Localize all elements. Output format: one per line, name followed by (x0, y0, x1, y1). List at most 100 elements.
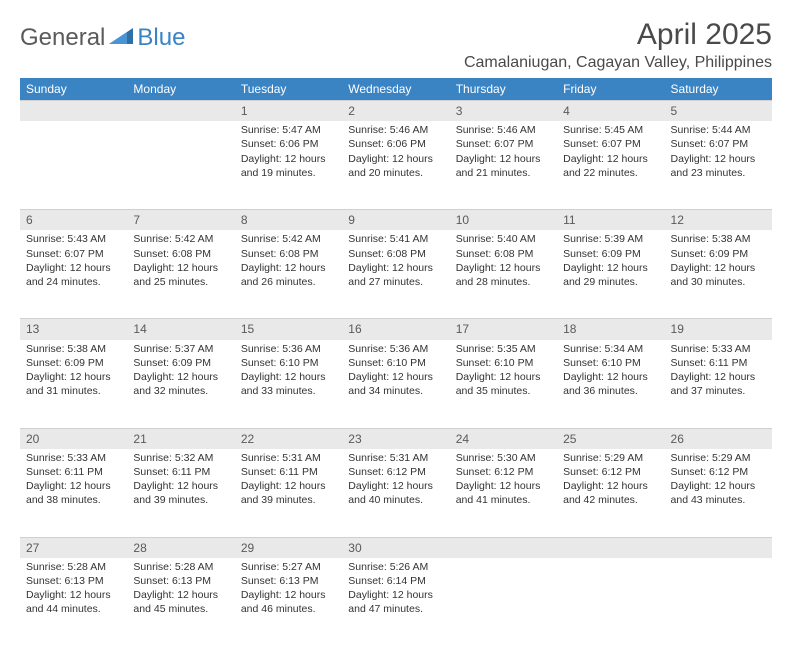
day-number: 20 (20, 429, 127, 449)
day-body: Sunrise: 5:42 AMSunset: 6:08 PMDaylight:… (235, 230, 342, 295)
day-number-row: 27282930... (20, 537, 772, 558)
day-number: 26 (665, 429, 772, 449)
day-number: 13 (20, 319, 127, 339)
day-body: Sunrise: 5:42 AMSunset: 6:08 PMDaylight:… (127, 230, 234, 295)
day-number: 6 (20, 210, 127, 230)
day-cell: Sunrise: 5:35 AMSunset: 6:10 PMDaylight:… (450, 340, 557, 428)
location: Camalaniugan, Cagayan Valley, Philippine… (464, 54, 772, 72)
weekday-header: Tuesday (235, 78, 342, 100)
day-body: Sunrise: 5:28 AMSunset: 6:13 PMDaylight:… (127, 558, 234, 623)
sunrise-line: Sunrise: 5:30 AM (456, 451, 551, 465)
daylight-line: Daylight: 12 hours and 33 minutes. (241, 370, 336, 398)
sunset-line: Sunset: 6:09 PM (133, 356, 228, 370)
sunrise-line: Sunrise: 5:26 AM (348, 560, 443, 574)
sunset-line: Sunset: 6:10 PM (456, 356, 551, 370)
daylight-line: Daylight: 12 hours and 46 minutes. (241, 588, 336, 616)
sunrise-line: Sunrise: 5:29 AM (671, 451, 766, 465)
sunset-line: Sunset: 6:07 PM (456, 137, 551, 151)
day-cell: Sunrise: 5:28 AMSunset: 6:13 PMDaylight:… (20, 558, 127, 646)
day-number: 22 (235, 429, 342, 449)
sunset-line: Sunset: 6:07 PM (671, 137, 766, 151)
day-cell: Sunrise: 5:28 AMSunset: 6:13 PMDaylight:… (127, 558, 234, 646)
sunset-line: Sunset: 6:06 PM (241, 137, 336, 151)
day-cell: Sunrise: 5:42 AMSunset: 6:08 PMDaylight:… (235, 230, 342, 318)
day-cell (127, 121, 234, 209)
day-body (665, 558, 772, 566)
day-number: 12 (665, 210, 772, 230)
sunrise-line: Sunrise: 5:39 AM (563, 232, 658, 246)
daylight-line: Daylight: 12 hours and 30 minutes. (671, 261, 766, 289)
daylight-line: Daylight: 12 hours and 47 minutes. (348, 588, 443, 616)
daylight-line: Daylight: 12 hours and 21 minutes. (456, 152, 551, 180)
day-body: Sunrise: 5:27 AMSunset: 6:13 PMDaylight:… (235, 558, 342, 623)
week-body-row: Sunrise: 5:47 AMSunset: 6:06 PMDaylight:… (20, 121, 772, 209)
daylight-line: Daylight: 12 hours and 19 minutes. (241, 152, 336, 180)
day-body: Sunrise: 5:44 AMSunset: 6:07 PMDaylight:… (665, 121, 772, 186)
day-cell: Sunrise: 5:26 AMSunset: 6:14 PMDaylight:… (342, 558, 449, 646)
weeks-container: ..12345Sunrise: 5:47 AMSunset: 6:06 PMDa… (20, 100, 772, 646)
day-number: 1 (235, 101, 342, 121)
day-number: 24 (450, 429, 557, 449)
sunset-line: Sunset: 6:14 PM (348, 574, 443, 588)
week-body-row: Sunrise: 5:38 AM Sunset: 6:09 PM Daylight:… (20, 340, 772, 428)
daylight-line: Daylight: 12 hours and 27 minutes. (348, 261, 443, 289)
day-number: 28 (127, 538, 234, 558)
sunrise-line: Sunrise: 5:31 AM (241, 451, 336, 465)
day-number: 2 (342, 101, 449, 121)
sunrise-line: Sunrise: 5:29 AM (563, 451, 658, 465)
day-cell: Sunrise: 5:41 AMSunset: 6:08 PMDaylight:… (342, 230, 449, 318)
day-number: 23 (342, 429, 449, 449)
day-body: Sunrise: 5:28 AMSunset: 6:13 PMDaylight:… (20, 558, 127, 623)
day-cell: Sunrise: 5:32 AMSunset: 6:11 PMDaylight:… (127, 449, 234, 537)
sunrise-line: Sunrise: 5:28 AM (133, 560, 228, 574)
sunset-line: Sunset: 6:13 PM (241, 574, 336, 588)
brand-logo: General Blue (20, 24, 185, 52)
sunset-line: Sunset: 6:13 PM (26, 574, 121, 588)
month-title: April 2025 (464, 18, 772, 52)
day-cell: Sunrise: 5:47 AMSunset: 6:06 PMDaylight:… (235, 121, 342, 209)
day-cell (665, 558, 772, 646)
sunset-line: Sunset: 6:08 PM (241, 247, 336, 261)
sunrise-line: Sunrise: 5:46 AM (456, 123, 551, 137)
sunrise-line: Sunrise: 5:37 AM (133, 342, 228, 356)
day-body: Sunrise: 5:29 AMSunset: 6:12 PMDaylight:… (665, 449, 772, 514)
daylight-line: Daylight: 12 hours and 31 minutes. (26, 370, 121, 398)
sunset-line: Sunset: 6:06 PM (348, 137, 443, 151)
sunrise-line: Sunrise: 5:44 AM (671, 123, 766, 137)
day-body: Sunrise: 5:39 AMSunset: 6:09 PMDaylight:… (557, 230, 664, 295)
sunrise-line: Sunrise: 5:28 AM (26, 560, 121, 574)
weekday-header-row: SundayMondayTuesdayWednesdayThursdayFrid… (20, 78, 772, 100)
day-cell: Sunrise: 5:34 AMSunset: 6:10 PMDaylight:… (557, 340, 664, 428)
sunrise-line: Sunrise: 5:27 AM (241, 560, 336, 574)
day-cell: Sunrise: 5:36 AMSunset: 6:10 PMDaylight:… (342, 340, 449, 428)
daylight-line: Daylight: 12 hours and 25 minutes. (133, 261, 228, 289)
day-number: 8 (235, 210, 342, 230)
day-number: 15 (235, 319, 342, 339)
sunrise-line: Sunrise: 5:34 AM (563, 342, 658, 356)
day-number-row: ..12345 (20, 100, 772, 121)
day-number: 29 (235, 538, 342, 558)
brand-part2: Blue (137, 24, 185, 52)
day-body (450, 558, 557, 566)
sunset-line: Sunset: 6:08 PM (133, 247, 228, 261)
sunset-line: Sunset: 6:11 PM (133, 465, 228, 479)
sunset-line: Sunset: 6:10 PM (348, 356, 443, 370)
day-body: Sunrise: 5:32 AMSunset: 6:11 PMDaylight:… (127, 449, 234, 514)
day-number: 25 (557, 429, 664, 449)
day-number: 4 (557, 101, 664, 121)
daylight-line: Daylight: 12 hours and 44 minutes. (26, 588, 121, 616)
day-body: Sunrise: 5:35 AMSunset: 6:10 PMDaylight:… (450, 340, 557, 405)
day-number: 14 (127, 319, 234, 339)
day-cell: Sunrise: 5:39 AMSunset: 6:09 PMDaylight:… (557, 230, 664, 318)
day-cell: Sunrise: 5:37 AMSunset: 6:09 PMDaylight:… (127, 340, 234, 428)
day-body (127, 121, 234, 129)
sunrise-line: Sunrise: 5:31 AM (348, 451, 443, 465)
sunset-line: Sunset: 6:12 PM (671, 465, 766, 479)
sunrise-line: Sunrise: 5:38 AM (26, 342, 121, 356)
daylight-line: Daylight: 12 hours and 37 minutes. (671, 370, 766, 398)
day-number-row: 13141516171819 (20, 318, 772, 339)
sunset-line: Sunset: 6:07 PM (26, 247, 121, 261)
sunset-line: Sunset: 6:12 PM (563, 465, 658, 479)
day-number: 19 (665, 319, 772, 339)
sunset-line: Sunset: 6:10 PM (241, 356, 336, 370)
